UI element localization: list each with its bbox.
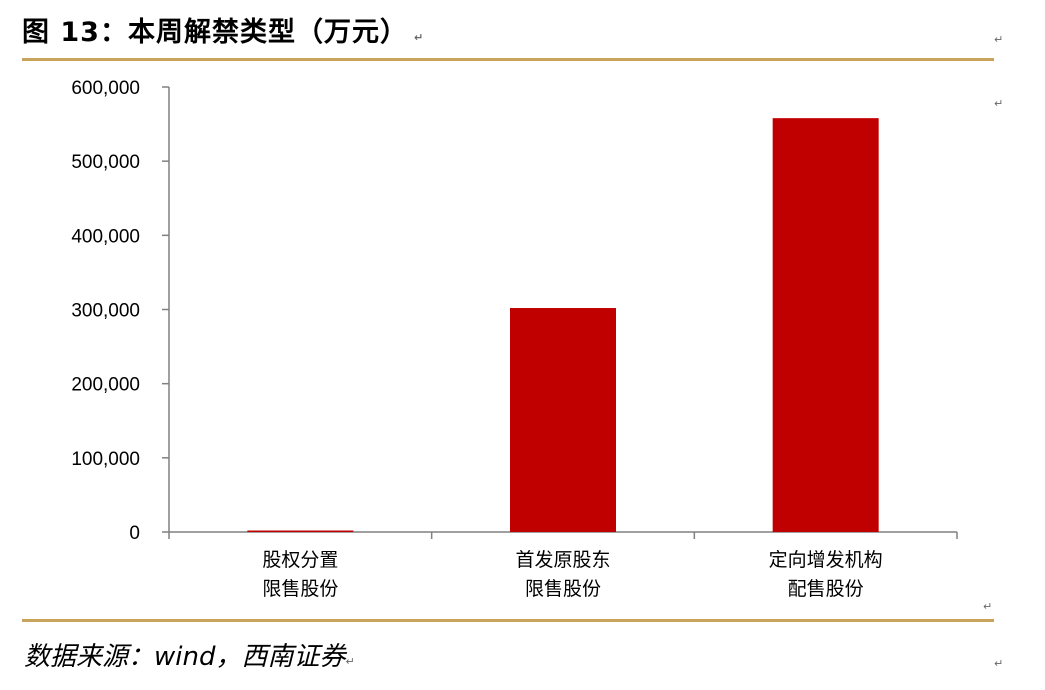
bar-chart: 0 100,000 200,000 300,000 400,000 500,000 600,… <box>71 78 958 600</box>
bar <box>772 118 879 533</box>
x-axis <box>168 531 958 539</box>
return-mark: ↵ <box>994 657 1004 670</box>
y-tick-label: 400,000 <box>71 226 140 247</box>
figure-title: 图 13：本周解禁类型（万元） ↵ <box>22 10 424 49</box>
return-mark: ↵ <box>983 600 993 613</box>
x-category-label: 配售股份 <box>788 578 864 600</box>
y-tick-label: 500,000 <box>71 152 140 173</box>
bottom-rule <box>22 619 994 622</box>
y-axis: 0 100,000 200,000 300,000 400,000 500,000 600,… <box>71 78 170 544</box>
bar <box>510 308 616 532</box>
x-category-label: 限售股份 <box>262 578 338 600</box>
source-note: 数据来源：wind，西南证券↵ <box>24 636 355 673</box>
y-tick-label: 200,000 <box>71 375 140 396</box>
y-tick-label: 0 <box>129 523 140 544</box>
x-category-label: 首发原股东 <box>515 549 610 571</box>
top-rule <box>22 58 994 61</box>
return-mark: ↵ <box>413 31 425 44</box>
x-category-label: 股权分置 <box>262 549 338 571</box>
y-tick-label: 600,000 <box>71 78 140 99</box>
bar <box>247 530 354 532</box>
return-mark: ↵ <box>994 97 1004 110</box>
figure-title-text: 图 13：本周解禁类型（万元） <box>22 17 408 48</box>
x-category-label: 限售股份 <box>525 578 601 600</box>
return-mark: ↵ <box>994 33 1004 46</box>
y-tick-label: 100,000 <box>71 449 140 470</box>
source-text: 数据来源：wind，西南证券 <box>24 642 346 672</box>
bars <box>247 118 879 533</box>
y-tick-label: 300,000 <box>71 301 140 322</box>
x-category-label: 定向增发机构 <box>769 549 883 571</box>
return-mark: ↵ <box>345 655 355 668</box>
